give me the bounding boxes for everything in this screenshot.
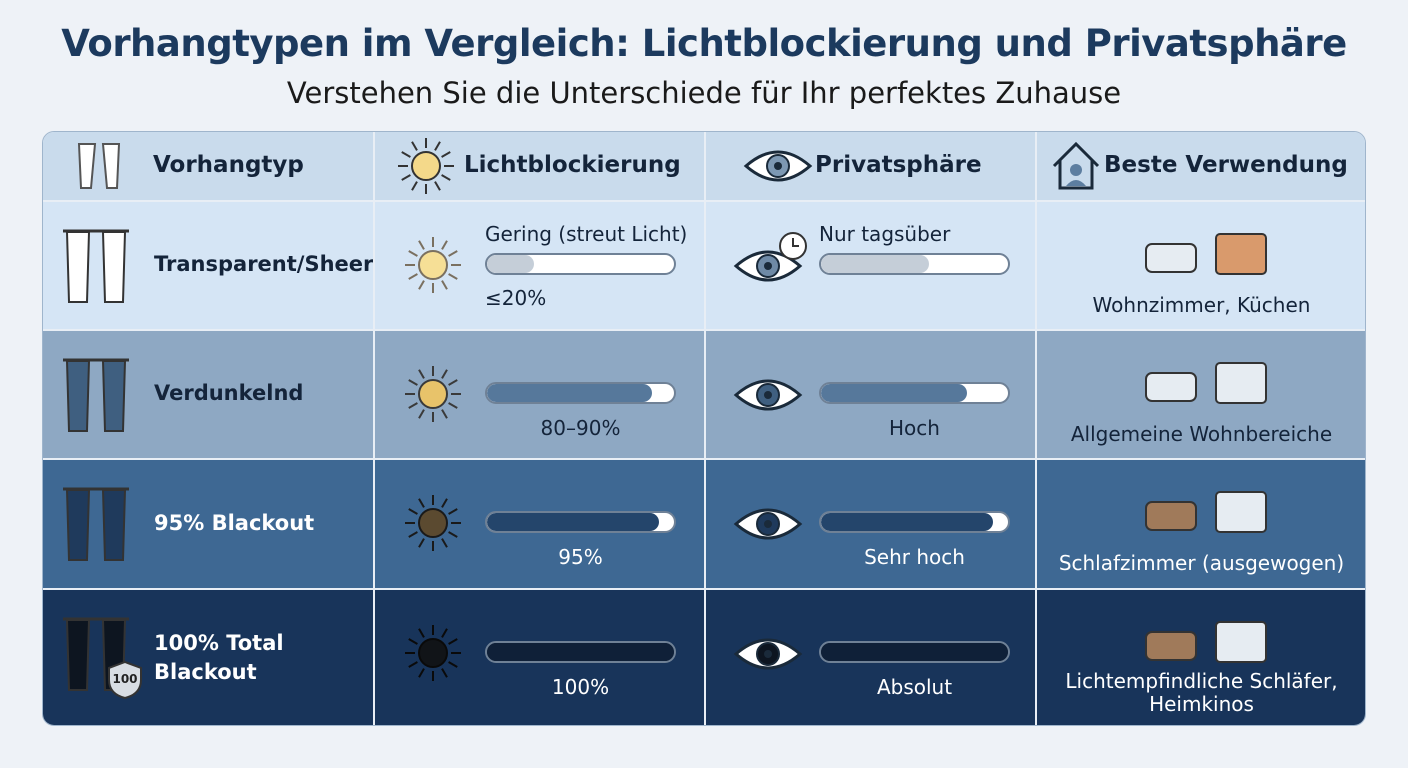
curtain-icon (63, 229, 129, 303)
light-value: ≤20% (485, 286, 547, 310)
best-use: Lichtempfindliche Schläfer, Heimkinos (1065, 669, 1338, 716)
privacy-bar (819, 511, 1010, 533)
best-use: Wohnzimmer, Küchen (1092, 293, 1311, 317)
privacy-bar (819, 641, 1010, 663)
eye-icon (733, 638, 803, 670)
room-icon (1145, 233, 1267, 275)
eye-icon (733, 508, 803, 540)
bar-fill (487, 643, 674, 661)
room-icon (1145, 621, 1267, 663)
bar-fill (821, 255, 930, 273)
comparison-table: Vorhangtyp Lichtblockierung Privatsphäre Be… (42, 131, 1366, 726)
curtain-icon (63, 358, 129, 432)
shield-icon (108, 660, 142, 700)
column-header: Vorhangtyp (153, 152, 304, 178)
subtitle: Verstehen Sie die Unterschiede für Ihr p… (286, 76, 1122, 110)
bar-fill (821, 513, 994, 531)
sun-icon (398, 138, 454, 194)
light-value: 100% (551, 675, 610, 699)
eye-icon (733, 379, 803, 411)
light-label: Gering (streut Licht) (485, 222, 688, 246)
room-icon (1145, 362, 1267, 404)
curtain-icon (77, 143, 121, 189)
light-bar (485, 511, 676, 533)
bar-fill (487, 384, 652, 402)
curtain-icon (63, 487, 129, 561)
privacy-value: Nur tagsüber (819, 222, 951, 246)
curtain-type: Verdunkelnd (154, 381, 304, 405)
light-value: 80–90% (540, 416, 621, 440)
curtain-type: 100% Total Blackout (154, 630, 284, 684)
column-divider (1035, 132, 1037, 725)
title: Vorhangtypen im Vergleich: Lichtblockier… (61, 22, 1347, 65)
column-header: Beste Verwendung (1104, 152, 1348, 178)
column-header: Lichtblockierung (464, 152, 681, 178)
privacy-value: Sehr hoch (864, 545, 965, 569)
privacy-bar (819, 382, 1010, 404)
privacy-value: Hoch (889, 416, 940, 440)
bar-fill (487, 255, 534, 273)
sun-icon (405, 366, 461, 422)
curtain-type: Transparent/Sheer (154, 252, 374, 276)
curtain-type: 95% Blackout (154, 510, 315, 535)
light-bar (485, 641, 676, 663)
bar-fill (821, 384, 967, 402)
house-icon (1052, 141, 1100, 190)
sun-icon (405, 625, 461, 681)
eye-icon (743, 150, 813, 182)
best-use: Allgemeine Wohnbereiche (1070, 422, 1333, 446)
sun-icon (405, 495, 461, 551)
clock-icon (779, 232, 807, 260)
light-bar (485, 382, 676, 404)
column-header: Privatsphäre (815, 152, 982, 178)
light-bar (485, 253, 676, 275)
privacy-bar (819, 253, 1010, 275)
badge-label: 100 (112, 672, 138, 686)
best-use: Schlafzimmer (ausgewogen) (1058, 551, 1345, 575)
bar-fill (487, 513, 660, 531)
eye-icon (733, 250, 803, 282)
column-divider (704, 132, 706, 725)
room-icon (1145, 491, 1267, 533)
sun-icon (405, 237, 461, 293)
column-divider (373, 132, 375, 725)
bar-fill (821, 643, 1008, 661)
light-value: 95% (558, 545, 603, 569)
privacy-value: Absolut (876, 675, 953, 699)
